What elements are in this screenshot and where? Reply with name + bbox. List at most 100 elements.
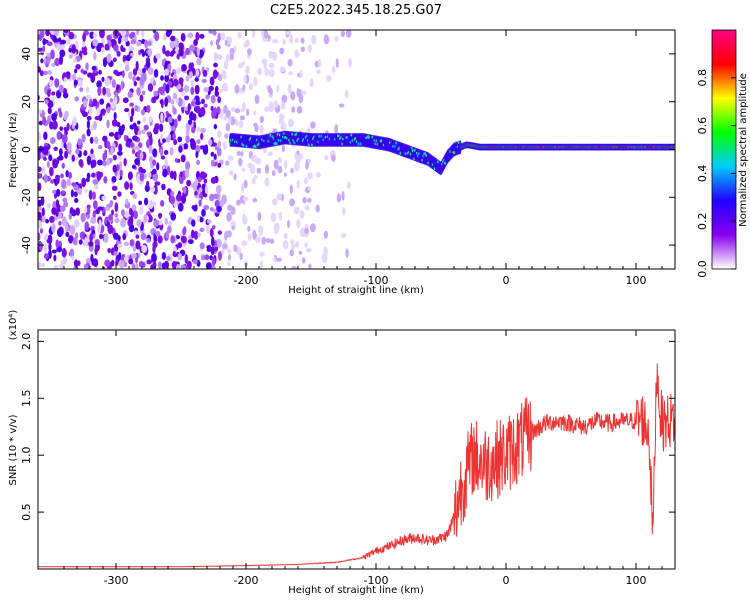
noise-cell [310, 223, 316, 233]
noise-cell [294, 37, 299, 44]
noise-cell [41, 207, 45, 217]
noise-cell [178, 174, 184, 185]
noise-cell [42, 145, 49, 155]
noise-cell [66, 178, 72, 187]
noise-cell [108, 132, 115, 137]
noise-cell [239, 115, 245, 121]
noise-cell [315, 204, 320, 213]
noise-cell [300, 90, 307, 95]
noise-cell [84, 236, 88, 247]
noise-cell [243, 75, 247, 84]
noise-cell [118, 125, 124, 136]
noise-cell [229, 52, 234, 61]
y-tick-label: 20 [20, 95, 33, 109]
noise-cell [221, 194, 227, 205]
x-tick-label: -100 [364, 574, 389, 587]
noise-cell [272, 51, 278, 61]
noise-cell [70, 189, 74, 198]
noise-cell [92, 98, 98, 107]
noise-cell [45, 30, 50, 37]
noise-cell [296, 218, 301, 229]
noise-cell [102, 152, 107, 161]
noise-cell [193, 98, 197, 109]
noise-cell [167, 220, 173, 226]
noise-cell [46, 89, 51, 97]
noise-cell [129, 142, 135, 148]
noise-cell [131, 107, 135, 117]
spectrogram-heatmap [38, 30, 675, 269]
noise-cell [63, 114, 68, 121]
noise-cell [205, 94, 210, 100]
noise-cell [217, 140, 222, 149]
noise-cell [252, 229, 257, 240]
noise-cell [162, 32, 168, 41]
noise-cell [46, 52, 51, 58]
noise-cell [89, 31, 95, 39]
noise-cell [112, 57, 117, 63]
y-tick-label: 40 [20, 47, 33, 61]
noise-cell [268, 62, 275, 69]
noise-cell [184, 161, 191, 171]
noise-cell [259, 124, 264, 135]
noise-cell [295, 154, 299, 159]
noise-cell [38, 211, 42, 219]
noise-cell [254, 94, 260, 105]
noise-cell [113, 112, 117, 121]
noise-cell [257, 211, 262, 222]
noise-cell [191, 219, 196, 227]
noise-cell [201, 78, 207, 83]
colorbar-tick-label: 0.8 [696, 69, 709, 87]
noise-cell [183, 85, 190, 93]
noise-cell [68, 171, 73, 179]
noise-cell [62, 197, 68, 203]
noise-cell [211, 257, 216, 266]
noise-cell [181, 64, 187, 72]
noise-cell [130, 31, 136, 38]
colorbar-tick-label: 0.0 [696, 260, 709, 278]
noise-cell [120, 30, 127, 37]
noise-cell [180, 154, 186, 163]
noise-cell [38, 206, 43, 212]
noise-cell [217, 32, 221, 43]
noise-cell [186, 126, 190, 137]
noise-cell [217, 74, 223, 82]
noise-cell [137, 120, 141, 125]
noise-cell [261, 236, 266, 245]
noise-cell [120, 80, 124, 91]
noise-cell [184, 95, 190, 101]
noise-cell [259, 260, 264, 269]
noise-cell [140, 232, 147, 241]
noise-cell [94, 246, 98, 256]
noise-cell [177, 264, 181, 269]
noise-cell [243, 179, 248, 189]
noise-cell [259, 115, 264, 124]
noise-cell [69, 248, 75, 258]
noise-cell [130, 210, 134, 218]
noise-cell [294, 241, 300, 248]
noise-cell [165, 230, 169, 239]
noise-cell [51, 120, 58, 130]
noise-cell [255, 157, 262, 165]
noise-cell [221, 246, 225, 256]
noise-cell [117, 191, 122, 197]
noise-cell [64, 222, 69, 233]
noise-cell [308, 263, 312, 269]
noise-cell [113, 44, 117, 51]
noise-cell [38, 232, 41, 241]
noise-cell [48, 242, 52, 252]
noise-cell [38, 172, 41, 179]
spectrogram-ylabel: Frequency (Hz) [8, 112, 19, 188]
noise-cell [151, 252, 157, 263]
noise-cell [39, 228, 44, 234]
noise-cell [77, 138, 82, 146]
noise-cell [97, 86, 102, 96]
noise-cell [161, 183, 166, 191]
noise-cell [147, 171, 152, 179]
noise-cell [92, 38, 99, 47]
noise-cell [209, 255, 213, 261]
noise-cell [212, 208, 218, 213]
noise-cell [182, 186, 187, 194]
noise-cell [120, 218, 127, 228]
noise-cell [247, 225, 251, 232]
noise-cell [210, 151, 215, 157]
